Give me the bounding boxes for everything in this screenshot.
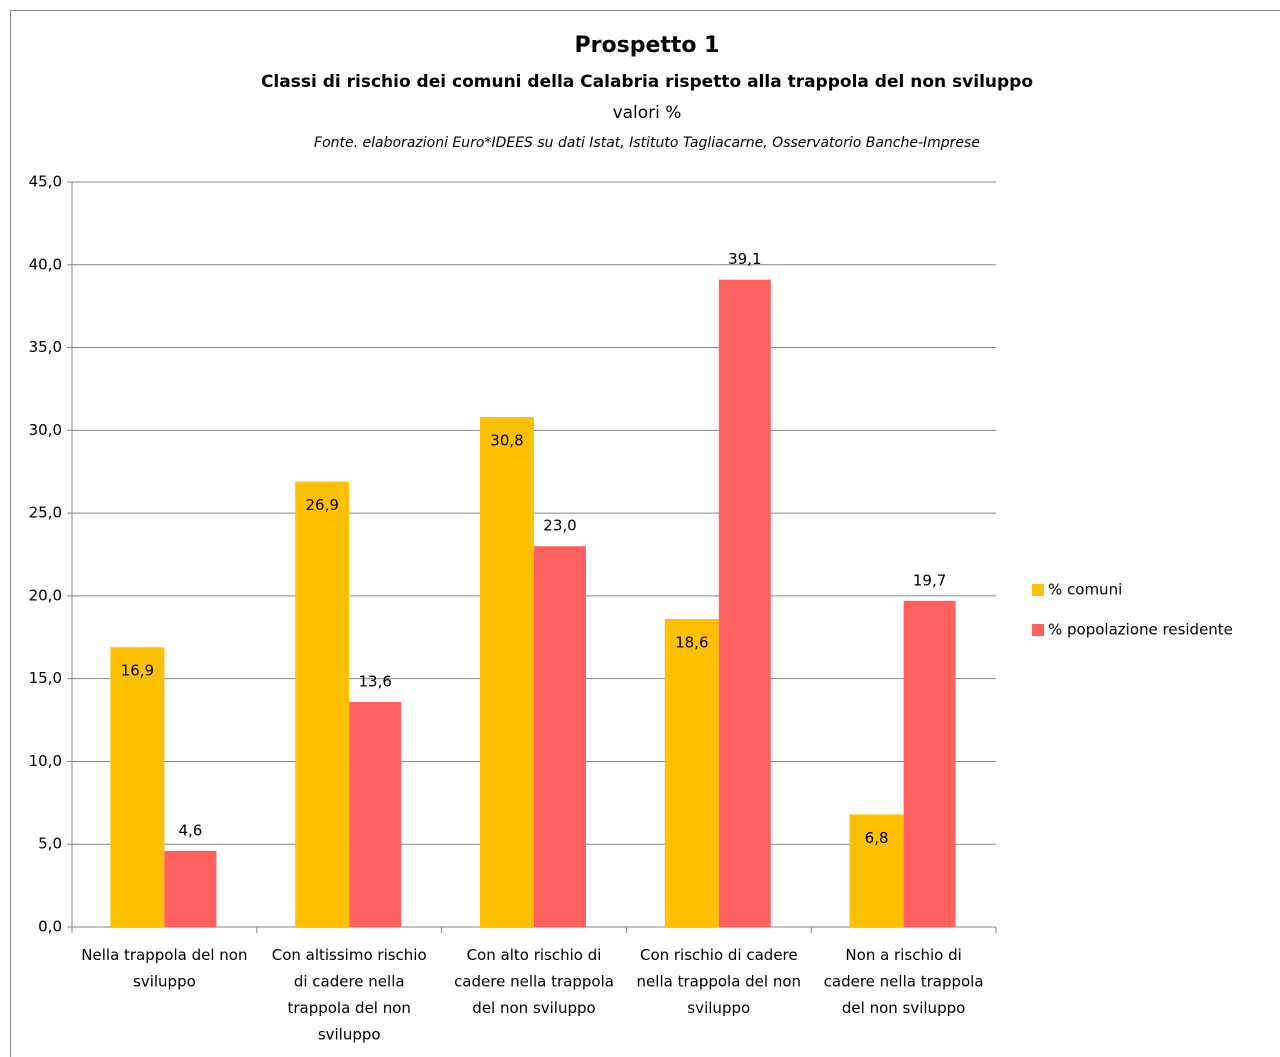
value-label: 26,9 — [305, 496, 338, 514]
x-tick-label: Con altissimo rischio di cadere nella trap… — [272, 946, 427, 1044]
x-tick-label: Con rischio di cadere nella trappola del … — [637, 946, 802, 1017]
bar — [718, 279, 771, 928]
value-label: 13,6 — [358, 672, 391, 690]
bar — [664, 619, 719, 927]
chart-title: Prospetto 1 — [575, 33, 720, 58]
value-label: 16,9 — [121, 662, 154, 680]
value-label: 4,6 — [178, 821, 202, 839]
source: Fonte. elaborazioni Euro*IDEES su dati I… — [314, 135, 980, 151]
bar — [295, 481, 350, 927]
y-tick-label: 30,0 — [29, 421, 62, 439]
y-tick-label: 25,0 — [29, 504, 62, 522]
bar — [534, 546, 586, 927]
bar — [903, 600, 956, 927]
unit-label: valori % — [613, 103, 682, 123]
x-tick-label: Nella trappola del non sviluppo — [81, 946, 247, 991]
value-label: 19,7 — [913, 571, 946, 589]
y-tick-label: 20,0 — [29, 586, 62, 604]
y-tick-label: 40,0 — [29, 255, 62, 273]
y-tick-label: 35,0 — [29, 338, 62, 356]
x-tick-label: Non a rischio di cadere nella trappola del… — [824, 946, 984, 1017]
legend-swatch — [1032, 584, 1044, 596]
bar — [480, 417, 534, 927]
legend-label: % comuni — [1048, 581, 1122, 599]
value-label: 6,8 — [865, 829, 889, 847]
y-tick-label: 10,0 — [29, 752, 62, 770]
value-label: 30,8 — [490, 432, 523, 450]
bar — [110, 647, 165, 927]
y-tick-label: 15,0 — [29, 669, 62, 687]
value-label: 18,6 — [675, 634, 708, 652]
value-label: 39,1 — [728, 250, 761, 268]
chart-border — [10, 10, 1280, 1057]
y-tick-label: 45,0 — [29, 173, 62, 191]
y-tick-label: 5,0 — [38, 835, 62, 853]
y-tick-label: 0,0 — [38, 918, 62, 936]
bar — [164, 850, 217, 927]
chart-subtitle: Classi di rischio dei comuni della Calab… — [261, 72, 1033, 92]
value-label: 23,0 — [543, 517, 576, 535]
legend-label: % popolazione residente — [1048, 621, 1233, 639]
bar — [349, 701, 402, 927]
bar — [849, 814, 904, 927]
x-tick-label: Con alto rischio di cadere nella trappola… — [454, 946, 614, 1017]
legend-swatch — [1032, 624, 1044, 636]
